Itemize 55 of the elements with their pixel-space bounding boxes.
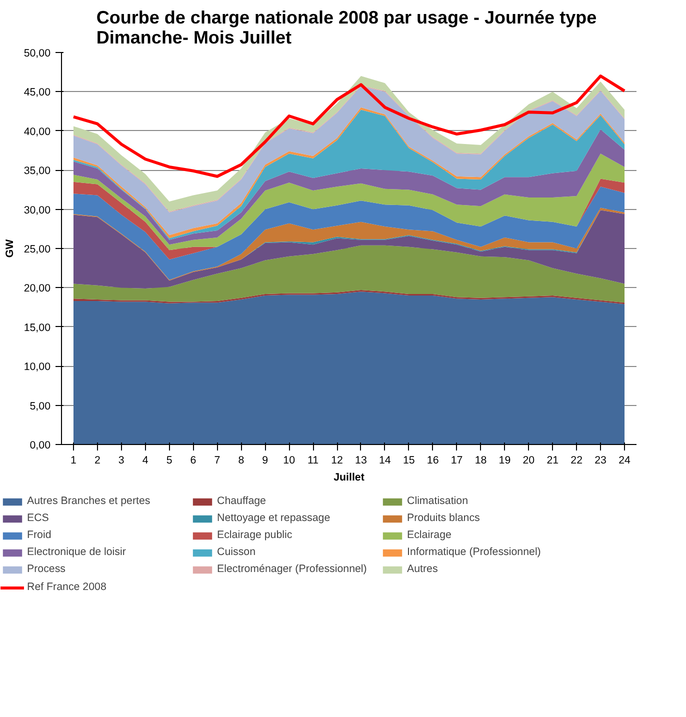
x-tick-label: 16: [426, 454, 439, 466]
x-tick-label: 20: [522, 454, 535, 466]
legend-label: Eclairage public: [217, 528, 294, 542]
x-tick-label: 12: [331, 454, 344, 466]
x-axis-title: Juillet: [334, 472, 365, 484]
legend-label: Climatisation: [407, 494, 469, 508]
x-tick-label: 5: [166, 454, 172, 466]
y-tick-label: 0,00: [30, 440, 51, 452]
x-tick-label: 10: [283, 454, 296, 466]
legend-label: Chauffage: [217, 494, 267, 508]
x-tick-label: 18: [474, 454, 487, 466]
y-axis-title: GW: [4, 238, 16, 258]
x-tick-label: 7: [214, 454, 220, 466]
x-tick-label: 22: [570, 454, 583, 466]
x-tick-label: 23: [594, 454, 607, 466]
x-tick-label: 6: [190, 454, 196, 466]
y-tick-label: 45,00: [24, 86, 51, 99]
y-tick-label: 40,00: [24, 126, 51, 138]
chart-title: Courbe de charge nationale 2008 par usage - Journée type Dimanche- Mois Juillet: [96, 8, 597, 48]
legend-label: Nettoyage et repassage: [217, 511, 332, 525]
x-tick-label: 15: [402, 454, 415, 466]
y-tick-label: 25,00: [24, 244, 51, 256]
x-tick-label: 14: [379, 454, 391, 466]
legend-label: Cuisson: [217, 545, 256, 559]
legend-label: Process: [27, 562, 66, 576]
x-tick-label: 11: [308, 454, 319, 466]
x-tick-label: 8: [238, 454, 244, 466]
x-tick-label: 9: [262, 454, 268, 466]
legend-label: Ref France 2008: [27, 580, 108, 594]
x-tick-label: 24: [618, 454, 631, 466]
x-tick-label: 17: [450, 454, 463, 466]
legend-label: Autres: [407, 562, 439, 576]
y-tick-label: 50,00: [24, 48, 51, 60]
x-tick-label: 13: [355, 454, 367, 466]
x-tick-label: 2: [94, 454, 100, 466]
line-series: [72, 74, 626, 178]
x-tick-label: 4: [142, 454, 148, 466]
legend-label: Electroménager (Professionnel): [217, 562, 368, 576]
legend-label: Eclairage: [407, 528, 452, 542]
x-tick-label: 1: [70, 454, 77, 466]
y-tick-label: 30,00: [24, 204, 51, 216]
y-tick-label: 35,00: [24, 165, 51, 178]
y-tick-label: 15,00: [24, 322, 51, 334]
x-tick-label: 21: [546, 454, 559, 466]
legend-label: Informatique (Professionnel): [407, 545, 542, 559]
x-tick-label: 19: [498, 454, 511, 466]
legend-label: Autres Branches et pertes: [27, 494, 152, 508]
y-tick-label: 20,00: [24, 282, 51, 295]
legend-label: Froid: [27, 528, 52, 542]
legend-label: Produits blancs: [407, 511, 481, 525]
legend-label: ECS: [27, 511, 50, 525]
y-tick-label: 5,00: [30, 400, 51, 412]
legend-label: Electronique de loisir: [27, 545, 127, 559]
y-tick-label: 10,00: [24, 361, 51, 374]
x-tick-label: 3: [118, 454, 124, 466]
